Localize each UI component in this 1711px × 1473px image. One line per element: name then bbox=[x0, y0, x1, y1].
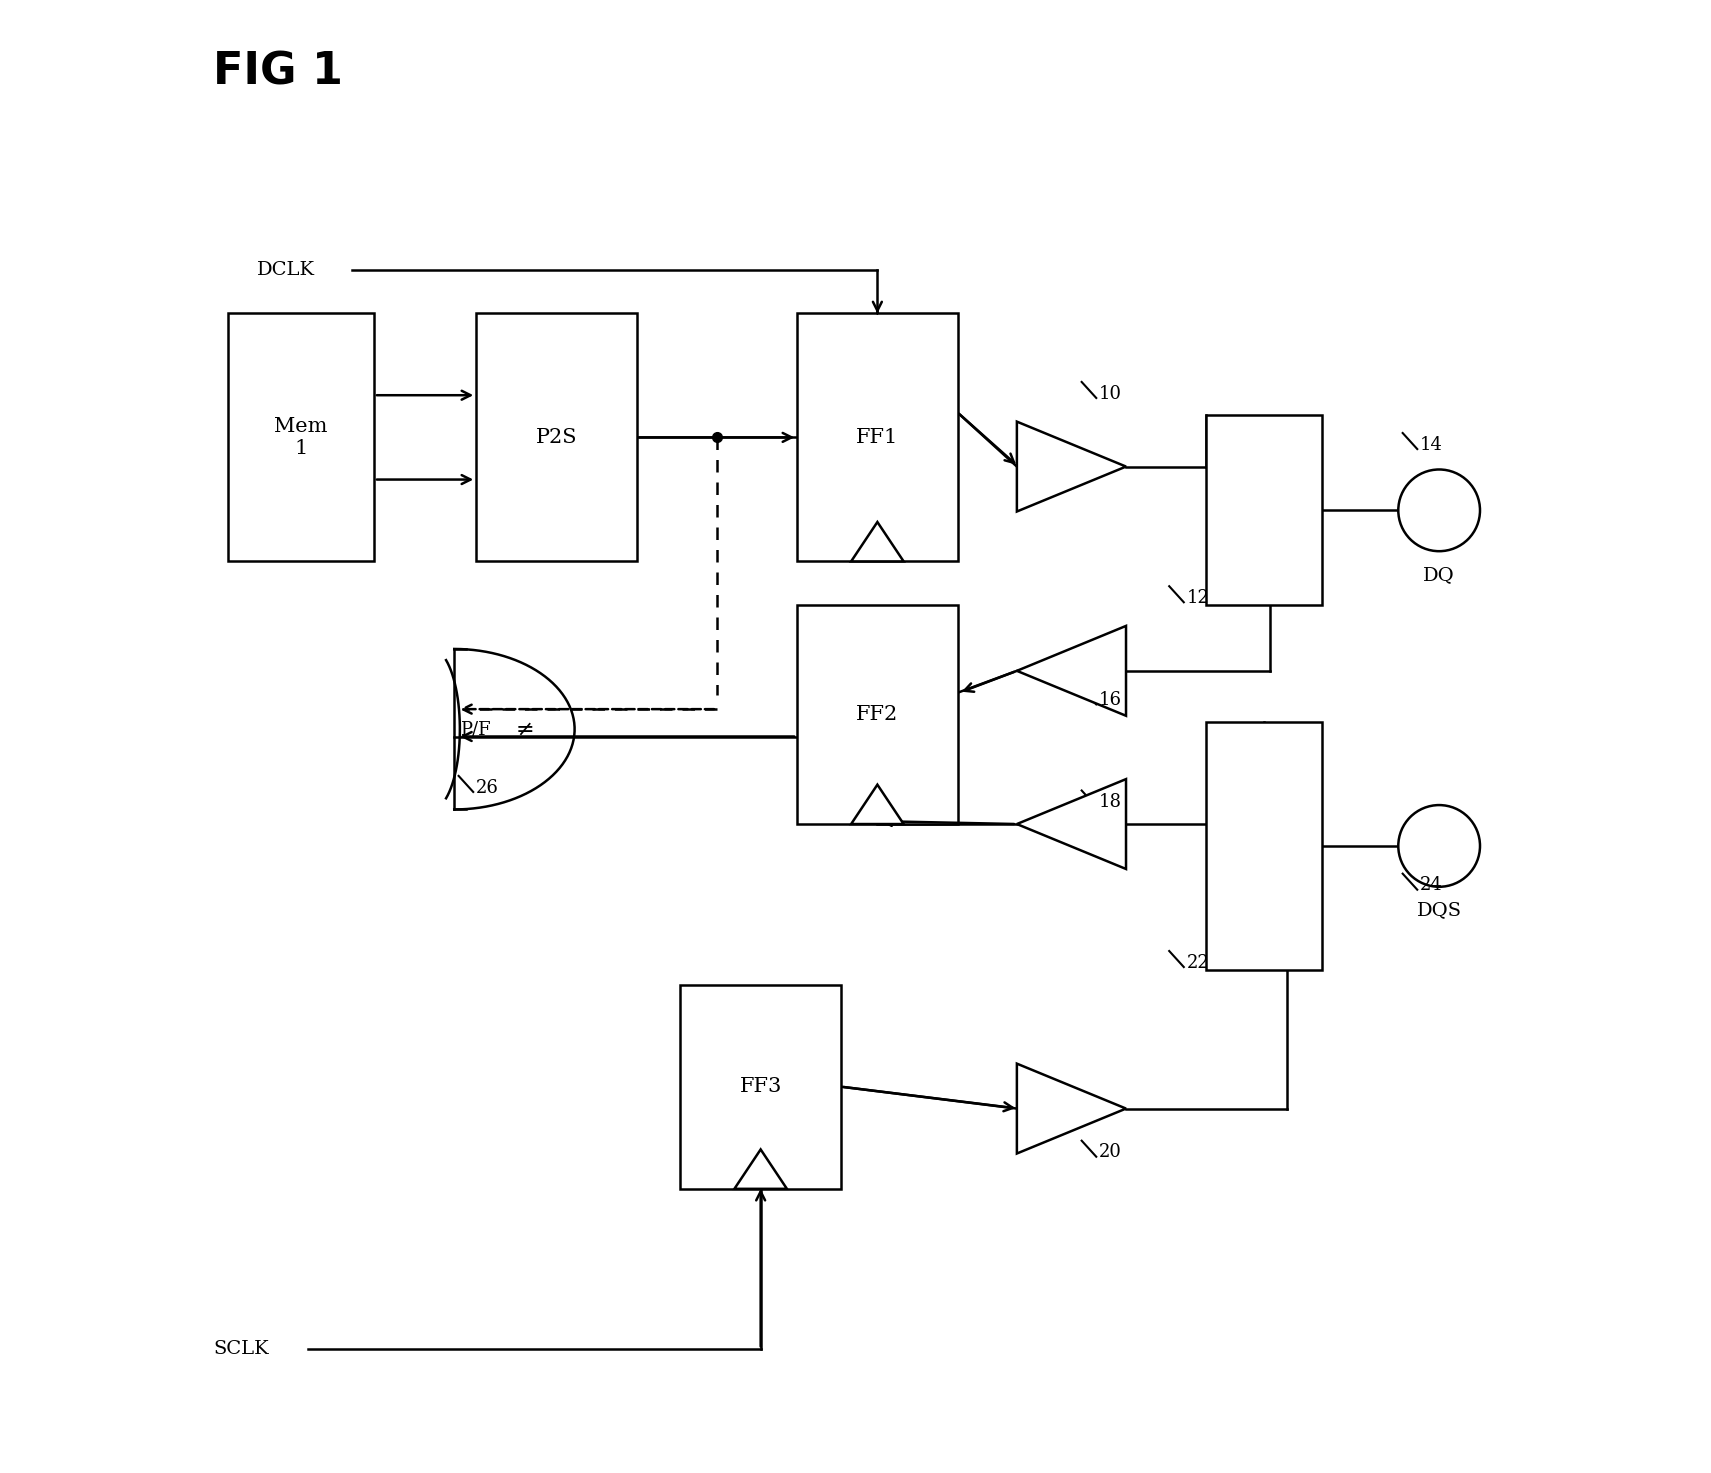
Text: FF2: FF2 bbox=[856, 706, 898, 725]
Polygon shape bbox=[734, 1149, 787, 1189]
Text: FIG 1: FIG 1 bbox=[214, 50, 344, 94]
Text: $\neq$: $\neq$ bbox=[512, 719, 534, 739]
Text: 20: 20 bbox=[1098, 1143, 1122, 1161]
Text: DCLK: DCLK bbox=[257, 261, 315, 278]
Text: Mem
1: Mem 1 bbox=[274, 417, 329, 458]
Text: FF1: FF1 bbox=[856, 427, 898, 446]
Text: P/F: P/F bbox=[460, 720, 491, 738]
Circle shape bbox=[1398, 470, 1480, 551]
Text: 14: 14 bbox=[1420, 436, 1442, 454]
Text: 18: 18 bbox=[1098, 792, 1122, 812]
Polygon shape bbox=[1016, 779, 1126, 869]
Bar bbox=[228, 314, 375, 561]
Text: 16: 16 bbox=[1098, 691, 1122, 709]
Text: SCLK: SCLK bbox=[214, 1340, 269, 1358]
Text: DQ: DQ bbox=[1424, 566, 1454, 583]
Text: DQS: DQS bbox=[1417, 901, 1461, 919]
Text: FF3: FF3 bbox=[739, 1077, 782, 1096]
Bar bbox=[476, 314, 636, 561]
Polygon shape bbox=[1016, 1064, 1126, 1153]
Text: 22: 22 bbox=[1187, 953, 1210, 972]
Bar bbox=[797, 314, 958, 561]
Text: 12: 12 bbox=[1187, 589, 1210, 607]
Text: P2S: P2S bbox=[536, 427, 577, 446]
Text: 26: 26 bbox=[476, 779, 500, 797]
Text: 10: 10 bbox=[1098, 384, 1122, 402]
Circle shape bbox=[1398, 806, 1480, 887]
Polygon shape bbox=[850, 785, 903, 823]
Text: 24: 24 bbox=[1420, 876, 1442, 894]
Bar bbox=[1206, 415, 1323, 605]
Bar bbox=[797, 605, 958, 823]
Bar bbox=[681, 984, 840, 1189]
Polygon shape bbox=[850, 521, 903, 561]
Polygon shape bbox=[1016, 421, 1126, 511]
Bar bbox=[1206, 722, 1323, 969]
Polygon shape bbox=[1016, 626, 1126, 716]
